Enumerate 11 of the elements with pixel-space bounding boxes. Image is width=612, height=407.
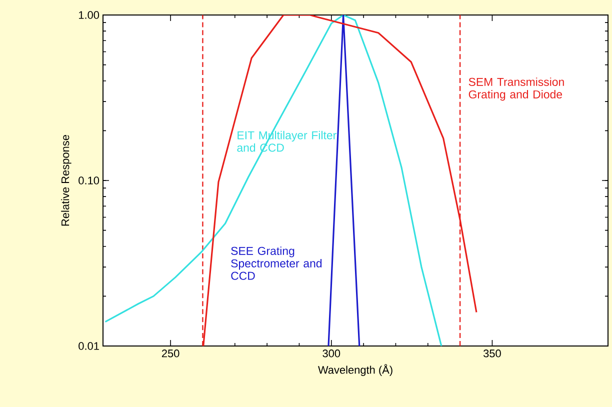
x-axis-title: Wavelength (Å): [318, 364, 392, 376]
y-tick-label: 0.10: [78, 176, 100, 184]
y-axis-title: Relative Response: [61, 135, 72, 226]
series-label: SEE Grating Spectrometer and CCD: [231, 246, 322, 280]
x-tick-label: 250: [162, 350, 180, 358]
line-series: [104, 15, 442, 346]
x-tick-label: 350: [483, 350, 501, 358]
y-tick-label: 0.01: [78, 342, 99, 350]
y-tick-label: 1.00: [78, 11, 100, 19]
x-tick-label: 300: [322, 350, 340, 358]
text: SEM Transmission Grating and Diode: [468, 78, 564, 101]
